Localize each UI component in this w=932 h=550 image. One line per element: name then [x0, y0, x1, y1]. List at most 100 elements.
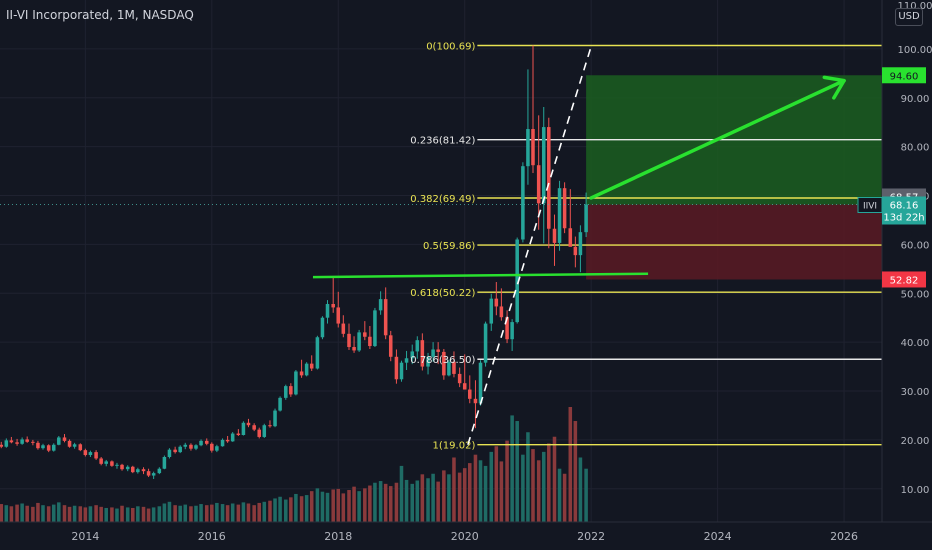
candle-body [404, 358, 409, 363]
candle-body [236, 433, 241, 435]
volume-bar [151, 507, 156, 522]
volume-bar [410, 483, 415, 522]
volume-bar [115, 508, 119, 522]
volume-bar [83, 507, 88, 522]
candle-body [262, 425, 267, 437]
volume-bar [262, 501, 267, 522]
fib-level-label: 0.786(36.50) [410, 355, 475, 366]
price-axis-tick: 60.00 [901, 240, 930, 251]
candle-body [536, 165, 541, 204]
projection-arrow-head [822, 75, 846, 100]
price-axis-tick: 50.00 [901, 289, 930, 300]
volume-bar [157, 506, 162, 522]
volume-bar [304, 495, 309, 522]
candle-body [294, 371, 298, 395]
fib-level-label: 0(100.69) [426, 42, 475, 53]
candle-body [4, 440, 9, 447]
volume-bar [557, 468, 562, 522]
volume-bar [183, 504, 188, 522]
volume-bar [57, 502, 61, 522]
candle-body [67, 440, 72, 447]
currency-button[interactable]: USD [895, 8, 923, 26]
volume-bar [120, 505, 124, 522]
candle-body [110, 461, 114, 466]
volume-bar [462, 468, 467, 522]
volume-bar [404, 479, 409, 522]
volume-bar [215, 502, 219, 522]
candle-body [167, 449, 172, 457]
volume-bar [194, 505, 198, 522]
volume-bar [357, 491, 361, 522]
fib-level-label: 0.5(59.86) [423, 241, 475, 252]
candle-body [210, 443, 214, 451]
candle-body [289, 386, 293, 395]
candle-body [9, 440, 14, 443]
candle-body [562, 188, 567, 229]
volume-bar [236, 504, 241, 522]
volume-bar [373, 482, 377, 522]
volume-bar [499, 461, 504, 522]
candle-body [20, 439, 24, 444]
candle-body [452, 361, 456, 374]
candle-body [399, 362, 404, 380]
candle-body [115, 464, 119, 466]
time-axis [0, 522, 932, 550]
candle-body [457, 373, 462, 384]
volume-bar [289, 497, 293, 522]
candle-body [252, 425, 256, 430]
volume-bar [388, 486, 393, 522]
volume-bar [489, 451, 494, 522]
candle-body [0, 444, 4, 447]
volume-bar [204, 505, 209, 522]
volume-bar [341, 493, 346, 522]
candle-body [352, 347, 356, 351]
projection-arrow [589, 78, 846, 200]
fib-level-label: 0.382(69.49) [410, 194, 475, 205]
volume-bar [67, 506, 72, 522]
candle-body [78, 444, 83, 451]
candle-body [436, 349, 440, 352]
volume-bar [104, 507, 108, 522]
time-axis-tick: 2016 [198, 530, 226, 543]
volume-bar [467, 463, 472, 522]
price-axis-tick: 100.00 [898, 45, 932, 56]
candle-body [62, 437, 67, 441]
candle-body [104, 461, 108, 464]
volume-bar [9, 506, 14, 522]
candle-body [189, 444, 193, 449]
price-axis-tick: 30.00 [901, 387, 930, 398]
volume-bar [220, 504, 225, 522]
current-price-bg [882, 196, 926, 225]
candle-body [25, 439, 29, 442]
candle-body [204, 440, 209, 444]
volume-bar [452, 457, 456, 522]
volume-bar [225, 505, 230, 522]
volume-bar [505, 440, 509, 522]
volume-bar [41, 505, 45, 522]
candle-body [515, 239, 519, 323]
volume-bar [378, 481, 383, 522]
volume-bar [368, 485, 372, 522]
volume-bar [383, 483, 388, 522]
volume-bar [399, 465, 404, 522]
volume-bar [230, 503, 235, 522]
candle-body [146, 471, 151, 476]
candle-body [31, 441, 35, 443]
volume-bar [309, 491, 314, 522]
candle-body [309, 363, 314, 369]
volume-bar [94, 505, 98, 522]
volume-bar [72, 505, 77, 522]
time-axis-tick: 2026 [830, 530, 858, 543]
current-price: 68.16 [890, 200, 919, 211]
volume-bar [457, 472, 462, 522]
candle-body [552, 228, 557, 243]
volume-bar [436, 481, 440, 522]
candle-body [483, 323, 488, 363]
candle-body [325, 304, 330, 318]
candle-body [83, 450, 88, 456]
candle-body [415, 340, 420, 352]
price-axis-tick: 40.00 [901, 338, 930, 349]
price-label: 52.82 [890, 275, 919, 286]
candle-body [199, 440, 203, 446]
